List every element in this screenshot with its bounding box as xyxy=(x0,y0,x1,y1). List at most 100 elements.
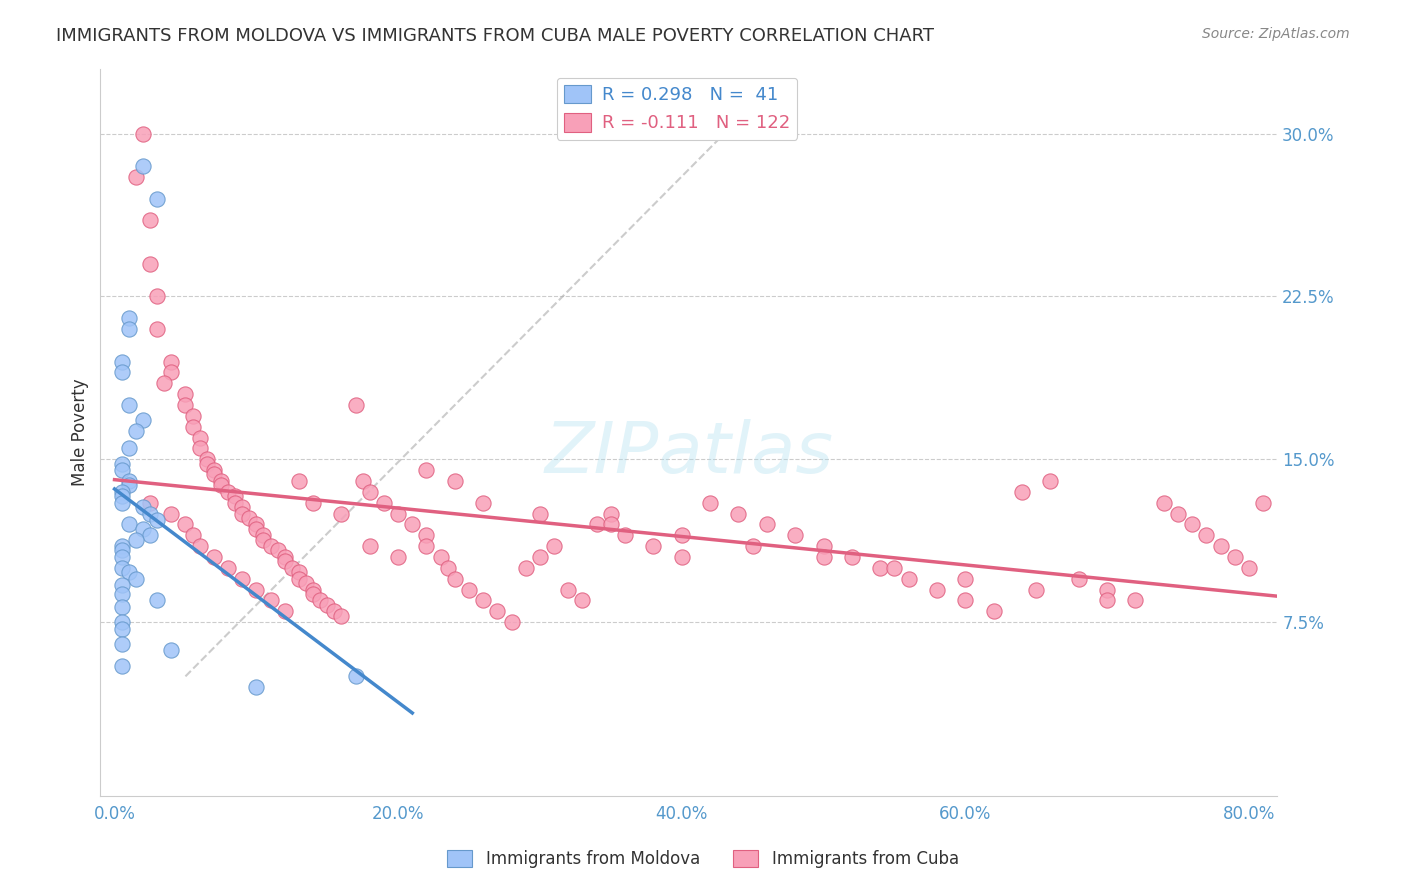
Point xyxy=(188,431,211,445)
Point xyxy=(181,528,204,542)
Point xyxy=(188,442,211,456)
Point xyxy=(146,593,169,607)
Point xyxy=(118,565,141,579)
Point xyxy=(344,669,367,683)
Point xyxy=(146,322,169,336)
Point xyxy=(501,615,523,629)
Point xyxy=(224,489,246,503)
Point xyxy=(1067,572,1090,586)
Point xyxy=(118,322,141,336)
Point xyxy=(111,366,134,380)
Point xyxy=(111,463,134,477)
Point xyxy=(515,561,537,575)
Point xyxy=(139,213,162,227)
Point xyxy=(288,565,311,579)
Point xyxy=(266,543,288,558)
Point xyxy=(983,604,1005,618)
Point xyxy=(869,561,891,575)
Point xyxy=(302,587,325,601)
Point xyxy=(217,561,239,575)
Point xyxy=(755,517,778,532)
Point xyxy=(1181,517,1204,532)
Point xyxy=(111,587,134,601)
Point xyxy=(111,578,134,592)
Point xyxy=(1223,549,1246,564)
Point xyxy=(1095,582,1118,597)
Point xyxy=(231,500,253,514)
Point xyxy=(1125,593,1147,607)
Point xyxy=(259,593,281,607)
Point xyxy=(309,593,332,607)
Point xyxy=(614,528,637,542)
Point xyxy=(288,474,311,488)
Point xyxy=(188,539,211,553)
Point xyxy=(111,658,134,673)
Point xyxy=(111,637,134,651)
Point xyxy=(529,507,551,521)
Point xyxy=(458,582,481,597)
Point xyxy=(1153,496,1175,510)
Point xyxy=(125,170,148,185)
Point xyxy=(1095,593,1118,607)
Point xyxy=(245,582,267,597)
Point xyxy=(883,561,905,575)
Point xyxy=(1167,507,1189,521)
Point xyxy=(415,463,437,477)
Point xyxy=(302,582,325,597)
Point xyxy=(160,507,183,521)
Point xyxy=(111,615,134,629)
Point xyxy=(202,463,225,477)
Point xyxy=(571,593,593,607)
Point xyxy=(160,354,183,368)
Point xyxy=(273,554,295,568)
Point xyxy=(543,539,565,553)
Point xyxy=(415,528,437,542)
Point xyxy=(727,507,749,521)
Point xyxy=(1237,561,1260,575)
Point xyxy=(585,517,607,532)
Point xyxy=(1039,474,1062,488)
Point xyxy=(139,496,162,510)
Point xyxy=(195,452,218,467)
Point xyxy=(209,474,232,488)
Point xyxy=(118,311,141,326)
Point xyxy=(387,549,409,564)
Point xyxy=(671,549,693,564)
Text: Source: ZipAtlas.com: Source: ZipAtlas.com xyxy=(1202,27,1350,41)
Point xyxy=(841,549,863,564)
Point xyxy=(273,604,295,618)
Point xyxy=(359,539,381,553)
Point xyxy=(955,593,977,607)
Point xyxy=(146,192,169,206)
Point xyxy=(330,507,353,521)
Point xyxy=(209,478,232,492)
Point xyxy=(359,484,381,499)
Point xyxy=(436,561,458,575)
Point xyxy=(415,539,437,553)
Point xyxy=(259,539,281,553)
Point xyxy=(529,549,551,564)
Point xyxy=(281,561,304,575)
Point xyxy=(316,598,339,612)
Point xyxy=(111,484,134,499)
Point xyxy=(741,539,763,553)
Point xyxy=(139,257,162,271)
Point xyxy=(146,289,169,303)
Point xyxy=(429,549,451,564)
Point xyxy=(352,474,374,488)
Point xyxy=(323,604,346,618)
Point xyxy=(217,484,239,499)
Point xyxy=(118,398,141,412)
Point xyxy=(132,500,155,514)
Point xyxy=(373,496,395,510)
Point xyxy=(1251,496,1274,510)
Point xyxy=(344,398,367,412)
Point xyxy=(111,622,134,636)
Point xyxy=(245,517,267,532)
Point xyxy=(111,561,134,575)
Point xyxy=(111,457,134,471)
Point xyxy=(472,496,495,510)
Point xyxy=(181,419,204,434)
Point xyxy=(125,533,148,547)
Point xyxy=(202,549,225,564)
